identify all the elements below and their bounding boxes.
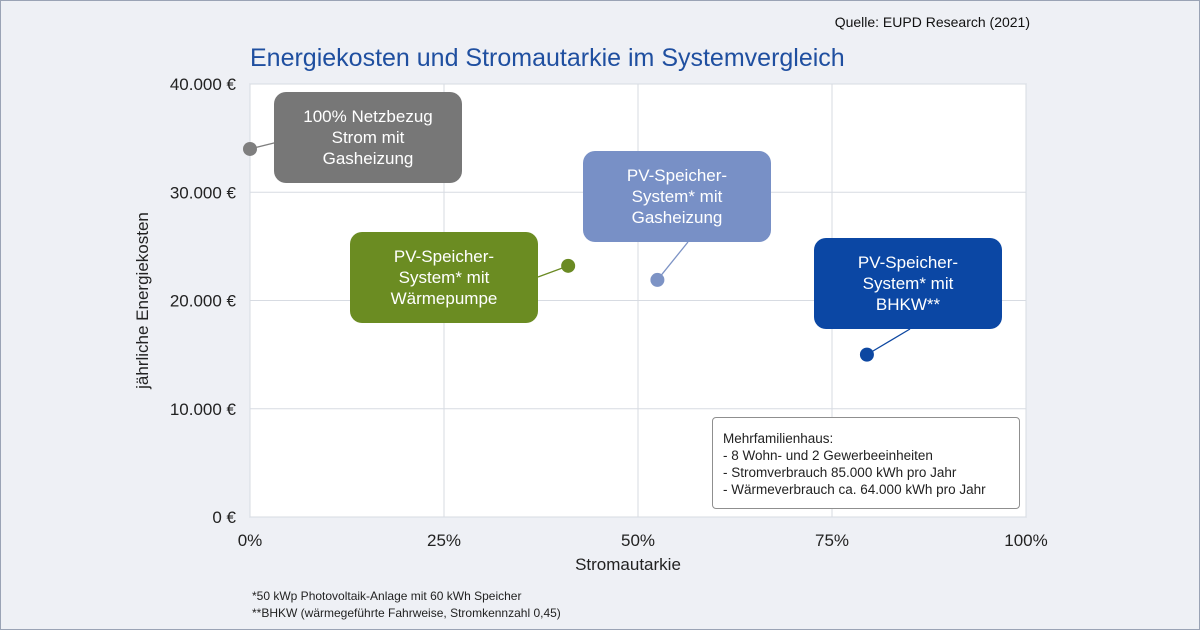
callout-box: 100% Netzbezug Strom mit Gasheizung <box>274 92 462 183</box>
y-tick-label: 10.000 € <box>170 400 237 419</box>
data-point <box>243 141 257 156</box>
y-tick-label: 20.000 € <box>170 292 237 311</box>
data-point <box>561 258 576 273</box>
footnotes: *50 kWp Photovoltaik-Anlage mit 60 kWh S… <box>252 588 561 622</box>
callout-label: PV-Speicher- System* mit Gasheizung <box>626 166 728 227</box>
y-tick-label: 30.000 € <box>170 183 237 202</box>
x-tick-label: 75% <box>815 531 849 550</box>
info-box-line: - Stromverbrauch 85.000 kWh pro Jahr <box>723 465 957 480</box>
x-tick-label: 0% <box>238 531 263 550</box>
callout-label: PV-Speicher- System* mit BHKW** <box>857 253 959 314</box>
y-axis-label: jährliche Energiekosten <box>133 212 152 390</box>
callout-label: PV-Speicher- System* mit Wärmepumpe <box>390 247 498 308</box>
callout-connector <box>866 328 911 356</box>
info-box-line: - 8 Wohn- und 2 Gewerbeeinheiten <box>723 448 933 463</box>
callout-label: 100% Netzbezug Strom mit Gasheizung <box>303 107 433 168</box>
source-note: Quelle: EUPD Research (2021) <box>834 14 1030 30</box>
footnote-2: **BHKW (wärmegeführte Fahrweise, Stromke… <box>252 606 561 620</box>
footnote-1: *50 kWp Photovoltaik-Anlage mit 60 kWh S… <box>252 589 522 603</box>
callout-box: PV-Speicher- System* mit Wärmepumpe <box>350 232 538 323</box>
y-tick-label: 40.000 € <box>170 75 237 94</box>
info-box: Mehrfamilienhaus: - 8 Wohn- und 2 Gewerb… <box>712 417 1020 509</box>
chart-title: Energiekosten und Stromautarkie im Syste… <box>250 44 845 72</box>
y-tick-label: 0 € <box>212 508 236 527</box>
data-point <box>650 272 665 287</box>
x-tick-label: 25% <box>427 531 461 550</box>
x-axis-label: Stromautarkie <box>575 555 681 574</box>
x-tick-label: 100% <box>1004 531 1047 550</box>
info-box-line: - Wärmeverbrauch ca. 64.000 kWh pro Jahr <box>723 482 986 497</box>
info-box-heading: Mehrfamilienhaus: <box>723 431 834 446</box>
callout-box: PV-Speicher- System* mit BHKW** <box>814 238 1002 329</box>
callout-box: PV-Speicher- System* mit Gasheizung <box>583 151 771 242</box>
data-point <box>859 347 874 362</box>
x-tick-label: 50% <box>621 531 655 550</box>
callout-connector <box>656 241 689 281</box>
